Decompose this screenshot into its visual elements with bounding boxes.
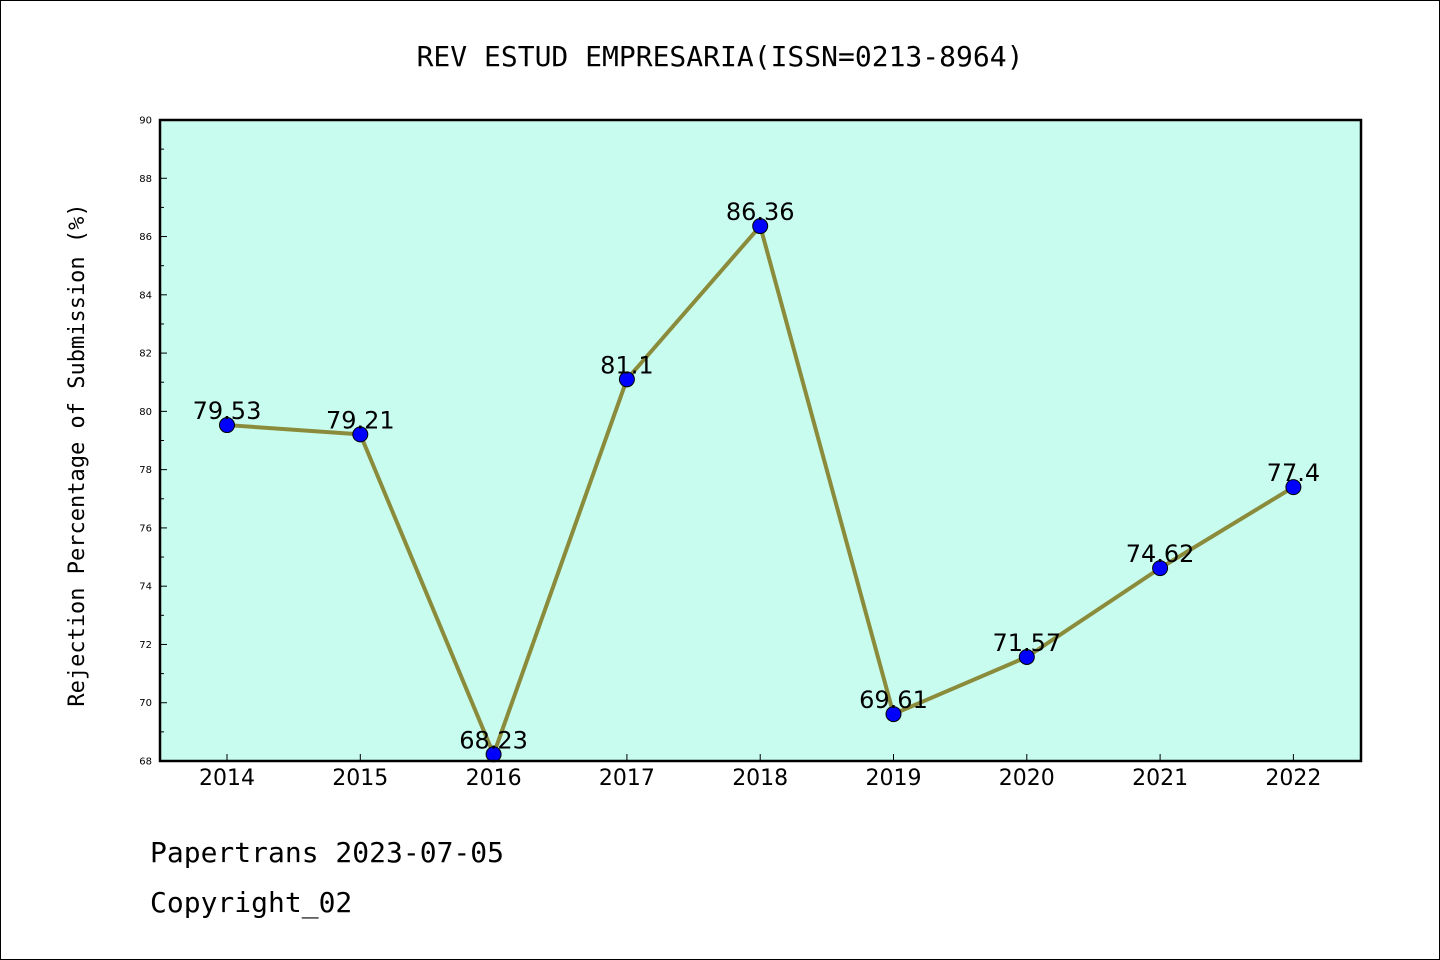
data-label: 71.57 bbox=[992, 629, 1061, 657]
data-label: 74.62 bbox=[1126, 540, 1195, 568]
y-tick-label: 68 bbox=[139, 757, 152, 768]
data-point bbox=[1018, 648, 1035, 665]
x-tick-label: 2022 bbox=[1265, 766, 1321, 791]
y-tick-label: 90 bbox=[139, 116, 152, 127]
data-labels: 79.53 79.21 68.23 81.1 86.36 69.61 71.57 74.62 7… bbox=[193, 198, 1320, 754]
data-point bbox=[885, 706, 902, 723]
x-tick-label: 2015 bbox=[332, 766, 388, 791]
y-tick-label: 88 bbox=[139, 174, 152, 185]
x-tick-label: 2018 bbox=[732, 766, 788, 791]
data-point bbox=[352, 426, 369, 443]
x-tick-label: 2014 bbox=[199, 766, 255, 791]
y-tick-label: 72 bbox=[139, 640, 152, 651]
x-tick-label: 2021 bbox=[1132, 766, 1188, 791]
data-point bbox=[618, 371, 635, 388]
y-tick-label: 76 bbox=[139, 523, 152, 534]
axis-ticks: 68 70 72 74 76 78 80 82 84 86 88 90 2014 2015 2016 2017… bbox=[139, 116, 1321, 792]
data-point bbox=[219, 417, 235, 434]
data-point bbox=[752, 218, 769, 235]
data-label: 81.1 bbox=[600, 351, 653, 379]
y-tick-label: 74 bbox=[139, 582, 152, 593]
data-label: 69.61 bbox=[859, 686, 928, 714]
data-label: 68.23 bbox=[459, 726, 528, 754]
y-tick-label: 80 bbox=[139, 407, 152, 418]
data-label: 77.4 bbox=[1267, 459, 1320, 487]
data-label: 79.53 bbox=[193, 397, 262, 425]
data-point bbox=[1285, 479, 1302, 496]
footer-copyright: Copyright_02 bbox=[150, 886, 353, 919]
x-tick-label: 2017 bbox=[599, 766, 655, 791]
series-layer bbox=[219, 218, 1302, 763]
y-tick-label: 70 bbox=[139, 698, 152, 709]
y-tick-label: 78 bbox=[139, 465, 152, 476]
data-point bbox=[1152, 560, 1169, 577]
y-tick-label: 86 bbox=[139, 232, 152, 243]
y-axis-label: Rejection Percentage of Submission (%) bbox=[65, 203, 90, 706]
data-label: 86.36 bbox=[726, 198, 795, 226]
x-tick-label: 2020 bbox=[999, 766, 1055, 791]
data-label: 79.21 bbox=[326, 406, 395, 434]
x-tick-label: 2019 bbox=[866, 766, 922, 791]
plot-border bbox=[158, 118, 1363, 763]
y-tick-label: 82 bbox=[139, 349, 152, 360]
x-tick-label: 2016 bbox=[466, 766, 522, 791]
chart-title: REV ESTUD EMPRESARIA(ISSN=0213-8964) bbox=[417, 40, 1024, 73]
footer-date: Papertrans 2023-07-05 bbox=[150, 836, 505, 869]
y-tick-label: 84 bbox=[139, 290, 152, 301]
